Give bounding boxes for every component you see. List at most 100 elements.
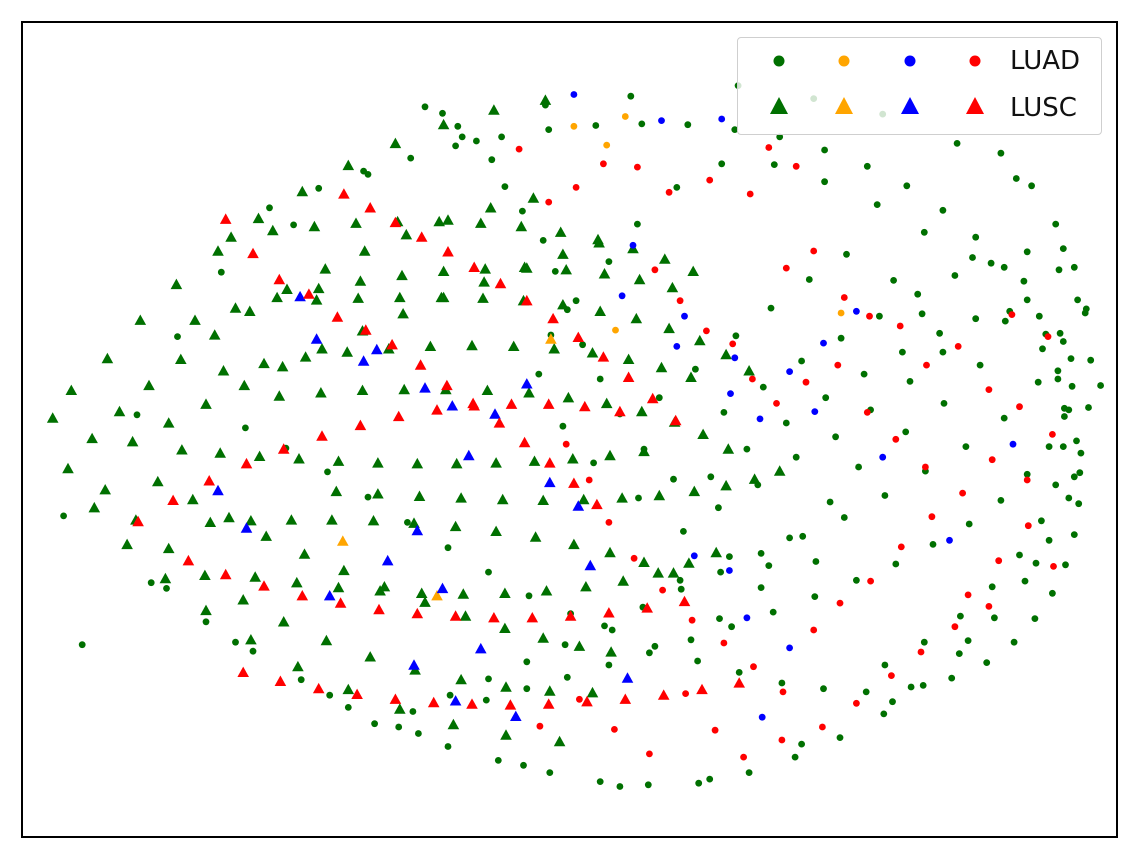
data-point-circle (570, 122, 578, 130)
data-point-circle (174, 333, 181, 340)
data-point-circle (290, 221, 297, 229)
data-point-triangle (62, 462, 74, 474)
data-point-circle (786, 644, 793, 652)
data-point-triangle (436, 582, 449, 594)
data-point-circle (1045, 443, 1053, 450)
data-point-circle (929, 541, 937, 548)
data-point-circle (600, 160, 607, 168)
data-point-circle (1054, 375, 1062, 383)
data-point-triangle (253, 450, 266, 461)
data-point-circle (488, 156, 496, 164)
data-point-triangle (316, 430, 328, 441)
data-point-triangle (507, 340, 520, 351)
data-point-triangle (499, 587, 511, 598)
data-point-circle (592, 122, 600, 129)
data-point-circle (773, 400, 780, 407)
data-point-triangle (622, 353, 635, 364)
data-point-circle (621, 113, 629, 120)
data-point-circle (421, 103, 429, 111)
data-point-circle (940, 400, 948, 407)
data-point-circle (964, 637, 972, 644)
data-point-triangle (600, 397, 613, 409)
data-point-circle (812, 558, 820, 565)
data-point-triangle (544, 685, 556, 696)
data-point-circle (133, 411, 141, 419)
data-point-circle (802, 378, 810, 386)
data-point-triangle (720, 479, 732, 491)
data-point-triangle (381, 554, 394, 566)
data-point-circle (840, 294, 848, 301)
data-point-triangle (455, 673, 467, 685)
data-point-circle (1081, 309, 1089, 317)
data-point-triangle (603, 607, 615, 618)
data-point-circle (596, 375, 604, 383)
data-point-triangle (604, 546, 616, 558)
data-point-circle (1070, 473, 1078, 481)
data-point-circle (315, 184, 323, 192)
data-point-triangle (659, 253, 671, 264)
data-point-triangle (560, 264, 572, 275)
data-point-triangle (342, 683, 355, 695)
data-point-triangle (372, 488, 384, 499)
data-point-triangle (490, 457, 502, 468)
data-point-triangle (237, 594, 249, 605)
data-point-circle (873, 201, 881, 209)
data-point-circle (953, 140, 961, 147)
data-point-triangle (548, 343, 560, 354)
data-point-circle (855, 463, 862, 471)
data-point-triangle (545, 333, 557, 344)
data-point-triangle (553, 735, 566, 747)
data-point-circle (863, 162, 871, 170)
data-point-triangle (568, 538, 580, 550)
data-point-triangle (450, 457, 463, 469)
data-point-triangle (449, 695, 462, 706)
data-point-triangle (685, 371, 697, 382)
data-point-triangle (722, 443, 735, 454)
legend-marker-lusc-green (770, 97, 788, 114)
data-point-triangle (515, 220, 528, 232)
data-point-triangle (285, 514, 298, 525)
data-point-circle (1035, 312, 1043, 320)
data-point-circle (670, 475, 677, 483)
data-point-triangle (484, 202, 497, 213)
data-point-triangle (113, 405, 126, 417)
data-point-circle (728, 623, 735, 631)
data-point-circle (1059, 338, 1067, 345)
data-point-circle (770, 161, 778, 169)
data-point-triangle (276, 360, 289, 372)
data-point-circle (680, 528, 687, 535)
data-point-circle (1024, 522, 1032, 530)
data-point-triangle (720, 348, 732, 360)
data-point-circle (616, 783, 624, 790)
data-point-triangle (526, 612, 539, 623)
data-point-triangle (397, 308, 409, 319)
data-point-triangle (638, 445, 650, 457)
data-point-circle (694, 657, 701, 665)
data-point-triangle (490, 525, 502, 536)
data-point-circle (837, 334, 845, 342)
data-point-triangle (364, 202, 376, 213)
data-point-circle (951, 623, 959, 631)
data-point-circle (1087, 356, 1095, 364)
data-point-circle (688, 616, 696, 624)
data-point-circle (658, 117, 665, 124)
data-point-triangle (323, 590, 336, 601)
data-point-triangle (466, 339, 478, 351)
data-point-circle (726, 553, 733, 560)
data-point-triangle (638, 556, 650, 567)
data-point-triangle (523, 387, 535, 398)
data-point-triangle (663, 322, 675, 334)
data-point-triangle (398, 383, 410, 395)
data-point-circle (732, 332, 740, 340)
data-point-triangle (189, 314, 201, 325)
data-point-triangle (572, 500, 585, 511)
data-point-circle (740, 753, 747, 761)
data-point-triangle (441, 379, 453, 391)
data-point-triangle (475, 217, 487, 228)
data-point-triangle (354, 419, 367, 431)
data-point-circle (1023, 248, 1031, 256)
data-point-triangle (678, 595, 691, 607)
data-point-triangle (697, 428, 709, 439)
data-point-circle (756, 415, 764, 423)
